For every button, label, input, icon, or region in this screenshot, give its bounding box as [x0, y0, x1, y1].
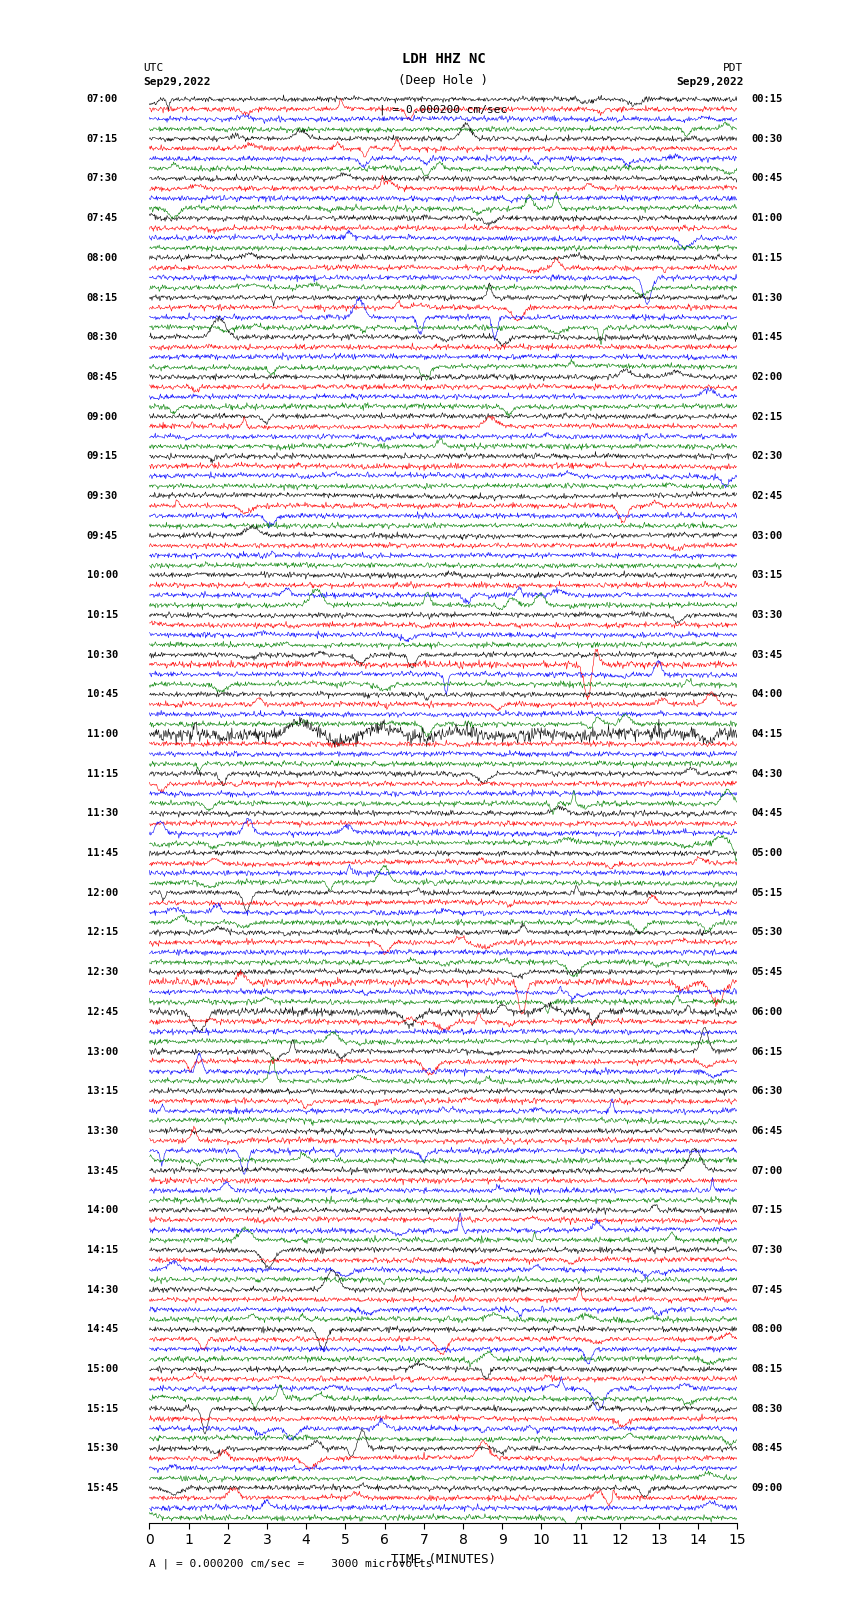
Text: 03:45: 03:45	[751, 650, 782, 660]
Text: 02:00: 02:00	[751, 373, 782, 382]
Text: 15:15: 15:15	[87, 1403, 118, 1413]
Text: 02:30: 02:30	[751, 452, 782, 461]
Text: 08:00: 08:00	[87, 253, 118, 263]
Text: 08:30: 08:30	[87, 332, 118, 342]
Text: 07:45: 07:45	[87, 213, 118, 223]
Text: UTC: UTC	[144, 63, 164, 73]
Text: 10:45: 10:45	[87, 689, 118, 700]
Text: 11:45: 11:45	[87, 848, 118, 858]
Text: 13:15: 13:15	[87, 1086, 118, 1097]
Text: 07:15: 07:15	[751, 1205, 782, 1215]
Text: 05:15: 05:15	[751, 887, 782, 898]
Text: 02:15: 02:15	[751, 411, 782, 421]
Text: 05:45: 05:45	[751, 968, 782, 977]
Text: 01:30: 01:30	[751, 292, 782, 303]
Text: A | = 0.000200 cm/sec =    3000 microvolts: A | = 0.000200 cm/sec = 3000 microvolts	[150, 1558, 433, 1569]
Text: 00:15: 00:15	[751, 94, 782, 105]
Text: 13:00: 13:00	[87, 1047, 118, 1057]
Text: 07:15: 07:15	[87, 134, 118, 144]
Text: 12:00: 12:00	[87, 887, 118, 898]
Text: 10:00: 10:00	[87, 571, 118, 581]
Text: 04:00: 04:00	[751, 689, 782, 700]
Text: PDT: PDT	[723, 63, 743, 73]
Text: 03:00: 03:00	[751, 531, 782, 540]
X-axis label: TIME (MINUTES): TIME (MINUTES)	[391, 1553, 496, 1566]
Text: 07:30: 07:30	[87, 174, 118, 184]
Text: 12:15: 12:15	[87, 927, 118, 937]
Text: 14:15: 14:15	[87, 1245, 118, 1255]
Text: 15:30: 15:30	[87, 1444, 118, 1453]
Text: 04:15: 04:15	[751, 729, 782, 739]
Text: 08:00: 08:00	[751, 1324, 782, 1334]
Text: 06:45: 06:45	[751, 1126, 782, 1136]
Text: 15:00: 15:00	[87, 1365, 118, 1374]
Text: 09:15: 09:15	[87, 452, 118, 461]
Text: LDH HHZ NC: LDH HHZ NC	[401, 52, 485, 66]
Text: 14:00: 14:00	[87, 1205, 118, 1215]
Text: 11:30: 11:30	[87, 808, 118, 818]
Text: 04:45: 04:45	[751, 808, 782, 818]
Text: Sep29,2022: Sep29,2022	[144, 77, 211, 87]
Text: 05:30: 05:30	[751, 927, 782, 937]
Text: 10:30: 10:30	[87, 650, 118, 660]
Text: 11:00: 11:00	[87, 729, 118, 739]
Text: 14:30: 14:30	[87, 1284, 118, 1295]
Text: 11:15: 11:15	[87, 769, 118, 779]
Text: 09:45: 09:45	[87, 531, 118, 540]
Text: 09:00: 09:00	[87, 411, 118, 421]
Text: 02:45: 02:45	[751, 490, 782, 502]
Text: 09:30: 09:30	[87, 490, 118, 502]
Text: 03:30: 03:30	[751, 610, 782, 619]
Text: 07:45: 07:45	[751, 1284, 782, 1295]
Text: 08:30: 08:30	[751, 1403, 782, 1413]
Text: 01:00: 01:00	[751, 213, 782, 223]
Text: 15:45: 15:45	[87, 1482, 118, 1494]
Text: 07:00: 07:00	[87, 94, 118, 105]
Text: 05:00: 05:00	[751, 848, 782, 858]
Text: 04:30: 04:30	[751, 769, 782, 779]
Text: 08:15: 08:15	[87, 292, 118, 303]
Text: 10:15: 10:15	[87, 610, 118, 619]
Text: 07:00: 07:00	[751, 1166, 782, 1176]
Text: 12:45: 12:45	[87, 1007, 118, 1016]
Text: Sep29,2022: Sep29,2022	[676, 77, 743, 87]
Text: 00:30: 00:30	[751, 134, 782, 144]
Text: 01:15: 01:15	[751, 253, 782, 263]
Text: 08:15: 08:15	[751, 1365, 782, 1374]
Text: 01:45: 01:45	[751, 332, 782, 342]
Text: 03:15: 03:15	[751, 571, 782, 581]
Text: 12:30: 12:30	[87, 968, 118, 977]
Text: 13:30: 13:30	[87, 1126, 118, 1136]
Text: 08:45: 08:45	[751, 1444, 782, 1453]
Text: 13:45: 13:45	[87, 1166, 118, 1176]
Text: 07:30: 07:30	[751, 1245, 782, 1255]
Text: 00:45: 00:45	[751, 174, 782, 184]
Text: 06:00: 06:00	[751, 1007, 782, 1016]
Text: 06:15: 06:15	[751, 1047, 782, 1057]
Text: 08:45: 08:45	[87, 373, 118, 382]
Text: 06:30: 06:30	[751, 1086, 782, 1097]
Text: | = 0.000200 cm/sec: | = 0.000200 cm/sec	[379, 105, 507, 115]
Text: (Deep Hole ): (Deep Hole )	[399, 74, 489, 87]
Text: 14:45: 14:45	[87, 1324, 118, 1334]
Text: 09:00: 09:00	[751, 1482, 782, 1494]
